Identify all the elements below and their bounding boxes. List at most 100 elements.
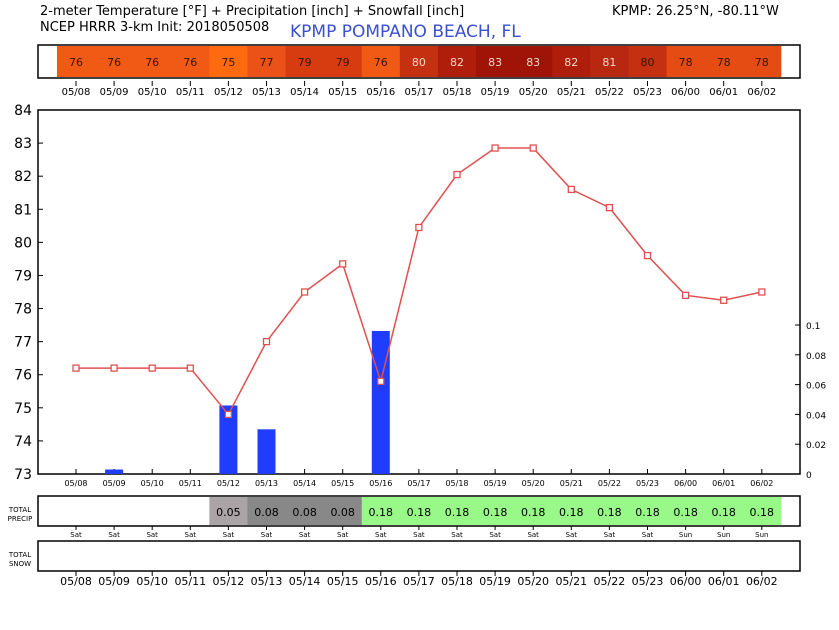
main-plot: 73 74 75 76 77 78 79 80 81 82 83 84 0 0.02 0.04 0.06 0.0… <box>14 103 826 488</box>
temp-cell <box>133 46 172 77</box>
precip-cell-value: 0.18 <box>711 506 736 519</box>
x-tick-label: 05/15 <box>328 87 357 98</box>
temperature-point <box>758 288 766 296</box>
x-tick-label: 05/12 <box>213 575 245 588</box>
day-label: Sat <box>451 531 463 539</box>
precip-cell <box>437 497 477 525</box>
precip-cell-value: 0.18 <box>597 506 622 519</box>
day-label: Sat <box>185 531 197 539</box>
temp-cell <box>514 46 553 77</box>
temp-cell <box>285 46 325 77</box>
x-tick-label: 05/22 <box>594 575 626 588</box>
temp-cell <box>704 46 744 77</box>
y-tick-label: 83 <box>14 136 32 152</box>
temp-cell <box>552 46 591 77</box>
day-label: Sat <box>375 531 387 539</box>
y-tick-label: 79 <box>14 268 32 284</box>
temperature-point <box>224 410 233 419</box>
y-tick-label: 82 <box>14 169 32 185</box>
y-tick-label: 73 <box>14 467 32 483</box>
precip-cell-value: 0.18 <box>635 506 660 519</box>
temp-cell-value: 78 <box>755 56 769 69</box>
precip-cell-value: 0.08 <box>254 506 279 519</box>
temp-cell <box>628 46 668 77</box>
temp-cell-value: 75 <box>221 56 235 69</box>
temperature-point <box>300 288 309 296</box>
x-tick-label: 05/10 <box>141 479 164 488</box>
temp-cell-value: 76 <box>183 56 197 69</box>
temp-cell-value: 83 <box>488 56 502 69</box>
x-tick-label: 05/21 <box>557 87 586 98</box>
precip-cell-value: 0.18 <box>673 506 698 519</box>
x-tick-label: 05/11 <box>176 87 205 98</box>
x-tick-label: 05/16 <box>369 479 392 488</box>
x-tick-label: 06/02 <box>750 479 773 488</box>
x-tick-label: 05/17 <box>403 575 435 588</box>
day-label: Sat <box>299 531 311 539</box>
temp-cell-value: 76 <box>107 56 121 69</box>
temp-cell <box>399 46 439 77</box>
y2-tick-label: 0.04 <box>806 411 826 421</box>
y-tick-label: 78 <box>14 302 32 318</box>
station-name: KPMP POMPANO BEACH, FL <box>290 22 521 42</box>
y-tick-label: 81 <box>14 202 32 218</box>
row-label: TOTAL <box>8 506 31 514</box>
temp-cell <box>323 46 363 77</box>
x-tick-label: 06/02 <box>747 87 776 98</box>
temperature-point <box>720 296 728 304</box>
x-tick-label: 05/14 <box>289 575 321 588</box>
row-label: TOTAL <box>8 551 31 559</box>
x-tick-label: 05/14 <box>290 87 319 98</box>
x-tick-label: 05/16 <box>365 575 397 588</box>
temp-cell <box>95 46 134 77</box>
precip-cell-value: 0.05 <box>216 506 241 519</box>
temperature-strip: 76 76 76 76 75 77 79 79 76 80 82 83 83 82 81 80 78 78 78 05… <box>37 44 801 98</box>
day-label: Sat <box>70 531 82 539</box>
temperature-point <box>72 364 80 372</box>
x-tick-label: 05/20 <box>522 479 545 488</box>
temperature-point <box>339 260 347 268</box>
total-precip-strip: 0.05 0.08 0.08 0.08 0.18 0.18 0.18 0.18 0.18 0.18… <box>8 495 801 539</box>
precip-cell <box>552 497 591 525</box>
x-tick-label: 05/09 <box>98 575 130 588</box>
x-tick-label: 06/01 <box>709 87 738 98</box>
day-label: Sun <box>717 531 730 539</box>
temp-cell-value: 80 <box>641 56 655 69</box>
temperature-point <box>681 291 690 299</box>
chart-title: 2-meter Temperature [°F] + Precipitation… <box>40 4 464 19</box>
precip-bar <box>105 469 124 474</box>
precip-cell <box>399 497 439 525</box>
x-tick-label: 05/20 <box>517 575 549 588</box>
precip-cell <box>514 497 553 525</box>
temperature-point <box>529 144 537 152</box>
temp-cell-value: 76 <box>69 56 83 69</box>
x-tick-label: 05/18 <box>441 575 473 588</box>
x-tick-label: 05/14 <box>293 479 316 488</box>
temperature-point <box>110 364 118 372</box>
temperature-point <box>491 144 499 152</box>
precip-cell-value: 0.18 <box>445 506 470 519</box>
day-label: Sat <box>566 531 578 539</box>
x-tick-label: 05/21 <box>555 575 587 588</box>
x-tick-label: 05/19 <box>479 575 511 588</box>
x-tick-label: 05/10 <box>136 575 168 588</box>
precip-cell <box>209 497 248 525</box>
precip-cell-value: 0.18 <box>521 506 546 519</box>
temp-cell <box>666 46 706 77</box>
temp-cell-value: 81 <box>602 56 616 69</box>
x-tick-label: 05/20 <box>519 87 548 98</box>
precip-cell-value: 0.18 <box>407 506 432 519</box>
temp-cell-value: 76 <box>145 56 159 69</box>
temp-cell-value: 82 <box>564 56 578 69</box>
x-tick-label: 06/00 <box>674 479 697 488</box>
x-tick-label: 05/21 <box>560 479 583 488</box>
day-label: Sat <box>413 531 425 539</box>
temp-cell-value: 80 <box>412 56 426 69</box>
temperature-point <box>605 203 614 212</box>
temp-cell <box>56 46 96 77</box>
precip-cell <box>590 497 629 525</box>
precip-cell <box>704 497 744 525</box>
y-tick-label: 74 <box>14 434 32 450</box>
